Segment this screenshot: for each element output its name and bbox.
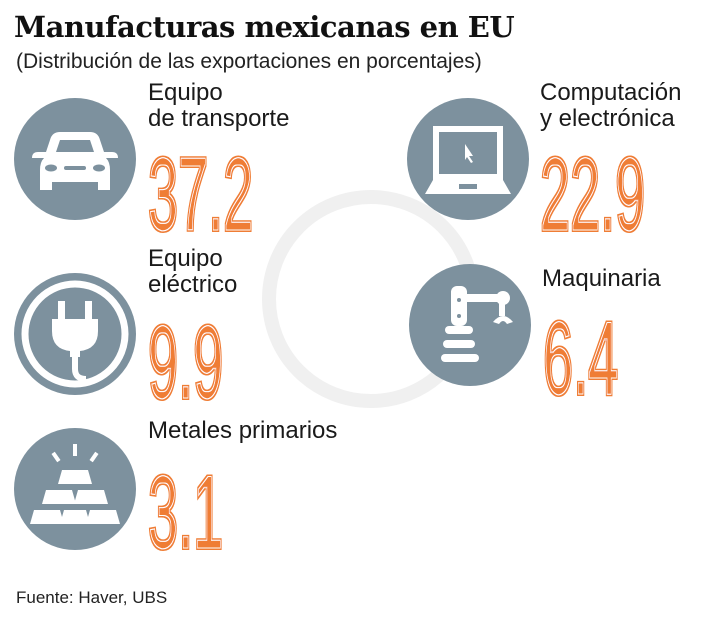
value-text: 9.9 [148, 304, 223, 421]
value-label: 9.9 [147, 302, 225, 422]
plug-icon [14, 273, 136, 395]
value-text: 37.2 [148, 136, 253, 253]
value-label: 6.4 [542, 298, 620, 418]
category-label: Computación [540, 79, 682, 106]
value-label: 37.2 [147, 134, 255, 254]
category-label: Equipo [148, 79, 223, 106]
page-title: Manufacturas mexicanas en EU [14, 10, 515, 44]
category-label: de transporte [148, 105, 290, 132]
laptop-icon [407, 98, 529, 220]
source-note: Fuente: Haver, UBS [16, 588, 168, 607]
gold-bars-icon [14, 428, 136, 550]
value-text: 3.1 [148, 454, 223, 571]
value-label: 3.1 [147, 452, 225, 572]
value-text: 6.4 [543, 300, 618, 417]
category-label: Equipo [148, 245, 223, 272]
category-label: Metales primarios [148, 417, 338, 444]
value-text: 22.9 [540, 136, 645, 253]
subtitle: (Distribución de las exportaciones en po… [16, 50, 482, 73]
category-label: Maquinaria [542, 265, 661, 292]
category-label: eléctrico [148, 271, 238, 298]
category-label: y electrónica [540, 105, 675, 132]
robot-arm-icon [409, 264, 531, 386]
value-label: 22.9 [539, 134, 647, 254]
car-icon [14, 98, 136, 220]
